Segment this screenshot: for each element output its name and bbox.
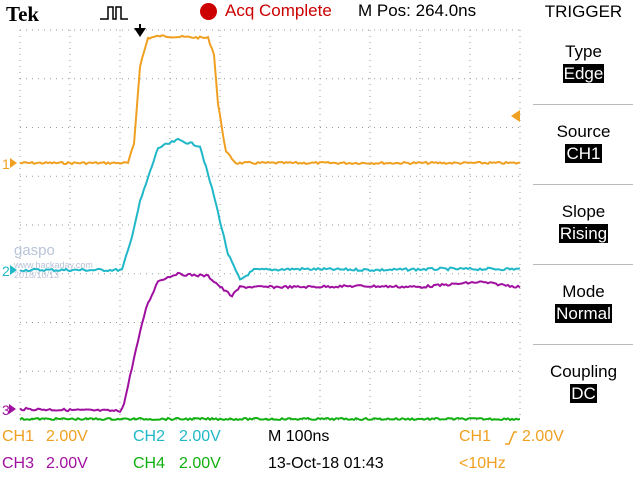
trigger-frequency-readout: <10Hz	[459, 455, 506, 472]
menu-item-type[interactable]: Type Edge	[528, 42, 639, 84]
menu-label-source: Source	[556, 122, 611, 141]
menu-item-source[interactable]: Source CH1	[528, 122, 639, 164]
menu-label-slope: Slope	[561, 202, 606, 221]
ch2-ground-marker: 2	[2, 263, 10, 279]
ch2-scale-label: CH2	[133, 428, 166, 445]
ch1-ground-marker: 1	[2, 156, 10, 172]
trigger-level-marker	[511, 110, 520, 122]
datetime-readout: 13-Oct-18 01:43	[268, 455, 384, 472]
trigger-pulse-icon	[100, 6, 128, 20]
watermark-date: 2018/10/13	[14, 270, 60, 280]
brand-logo: Tek	[6, 2, 40, 26]
timebase-readout: M 100ns	[268, 428, 330, 445]
menu-divider	[533, 344, 633, 345]
ch3-trace	[19, 271, 521, 413]
menu-divider	[533, 104, 633, 105]
trigger-source-readout: CH1	[459, 428, 492, 445]
ch2-scale-value: 2.00V	[179, 428, 221, 445]
ch4-scale-value: 2.00V	[179, 455, 221, 472]
watermark-author: gaspo	[14, 242, 55, 259]
menu-value-mode: Normal	[555, 304, 612, 323]
acquisition-indicator-icon	[200, 3, 217, 20]
main-position-readout: M Pos: 264.0ns	[358, 1, 477, 20]
trigger-position-marker	[134, 28, 146, 37]
menu-value-coupling: DC	[570, 384, 597, 403]
menu-value-slope: Rising	[558, 224, 609, 243]
menu-label-mode: Mode	[562, 282, 605, 301]
waveform-display: 1 2 3	[0, 24, 528, 424]
menu-label-type: Type	[565, 42, 602, 61]
menu-divider	[533, 184, 633, 185]
ch3-scale-value: 2.00V	[46, 455, 88, 472]
menu-item-slope[interactable]: Slope Rising	[528, 202, 639, 244]
menu-label-coupling: Coupling	[549, 362, 618, 381]
graticule	[19, 29, 521, 421]
ch1-scale-value: 2.00V	[46, 428, 88, 445]
ch3-ground-marker: 3	[2, 402, 10, 418]
trigger-menu-title: TRIGGER	[544, 2, 623, 21]
menu-item-mode[interactable]: Mode Normal	[528, 282, 639, 324]
menu-value-source: CH1	[565, 144, 602, 163]
ch4-trace	[19, 416, 521, 422]
watermark: gaspo www.hackaday.com 2018/10/13	[14, 242, 93, 280]
ch1-scale-label: CH1	[2, 428, 35, 445]
menu-value-type: Edge	[562, 64, 605, 83]
acquisition-status: Acq Complete	[225, 1, 332, 20]
ch2-trace	[19, 137, 521, 281]
menu-item-coupling[interactable]: Coupling DC	[528, 362, 639, 404]
watermark-site: www.hackaday.com	[14, 260, 93, 270]
trigger-level-readout: 2.00V	[522, 428, 564, 445]
ch1-trace	[19, 34, 521, 166]
ch3-scale-label: CH3	[2, 455, 35, 472]
rising-edge-icon	[505, 431, 517, 445]
ch4-scale-label: CH4	[133, 455, 166, 472]
menu-divider	[533, 264, 633, 265]
